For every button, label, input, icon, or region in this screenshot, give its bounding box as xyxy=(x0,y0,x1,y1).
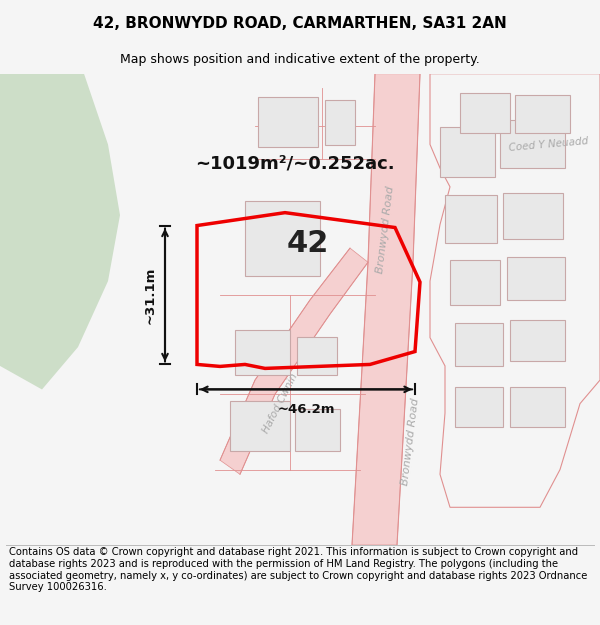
Text: Map shows position and indicative extent of the property.: Map shows position and indicative extent… xyxy=(120,53,480,66)
Polygon shape xyxy=(507,257,565,300)
Text: Contains OS data © Crown copyright and database right 2021. This information is : Contains OS data © Crown copyright and d… xyxy=(9,548,587,592)
Polygon shape xyxy=(510,387,565,428)
Text: ~1019m²/~0.252ac.: ~1019m²/~0.252ac. xyxy=(195,154,395,173)
Polygon shape xyxy=(440,127,495,177)
Polygon shape xyxy=(515,94,570,132)
Text: Coed Y Neuadd: Coed Y Neuadd xyxy=(508,136,589,153)
Polygon shape xyxy=(295,409,340,451)
Polygon shape xyxy=(230,401,290,451)
Text: ~31.1m: ~31.1m xyxy=(144,266,157,324)
Polygon shape xyxy=(297,338,337,376)
Polygon shape xyxy=(510,320,565,361)
Polygon shape xyxy=(445,196,497,243)
Polygon shape xyxy=(460,92,510,132)
Polygon shape xyxy=(245,201,320,276)
Text: 42: 42 xyxy=(287,229,329,258)
Polygon shape xyxy=(503,192,563,239)
Polygon shape xyxy=(235,331,290,376)
Polygon shape xyxy=(455,323,503,366)
Text: Bronwydd Road: Bronwydd Road xyxy=(400,397,421,486)
Polygon shape xyxy=(0,74,120,389)
Text: 42, BRONWYDD ROAD, CARMARTHEN, SA31 2AN: 42, BRONWYDD ROAD, CARMARTHEN, SA31 2AN xyxy=(93,16,507,31)
Text: ~46.2m: ~46.2m xyxy=(277,403,335,416)
Text: Bronwydd Road: Bronwydd Road xyxy=(374,185,395,274)
Polygon shape xyxy=(220,248,368,474)
Polygon shape xyxy=(500,120,565,168)
Polygon shape xyxy=(352,74,420,545)
Polygon shape xyxy=(455,387,503,428)
Polygon shape xyxy=(258,97,318,147)
Polygon shape xyxy=(450,259,500,304)
Polygon shape xyxy=(325,101,355,146)
Text: Hafod Cwnin: Hafod Cwnin xyxy=(260,372,299,435)
